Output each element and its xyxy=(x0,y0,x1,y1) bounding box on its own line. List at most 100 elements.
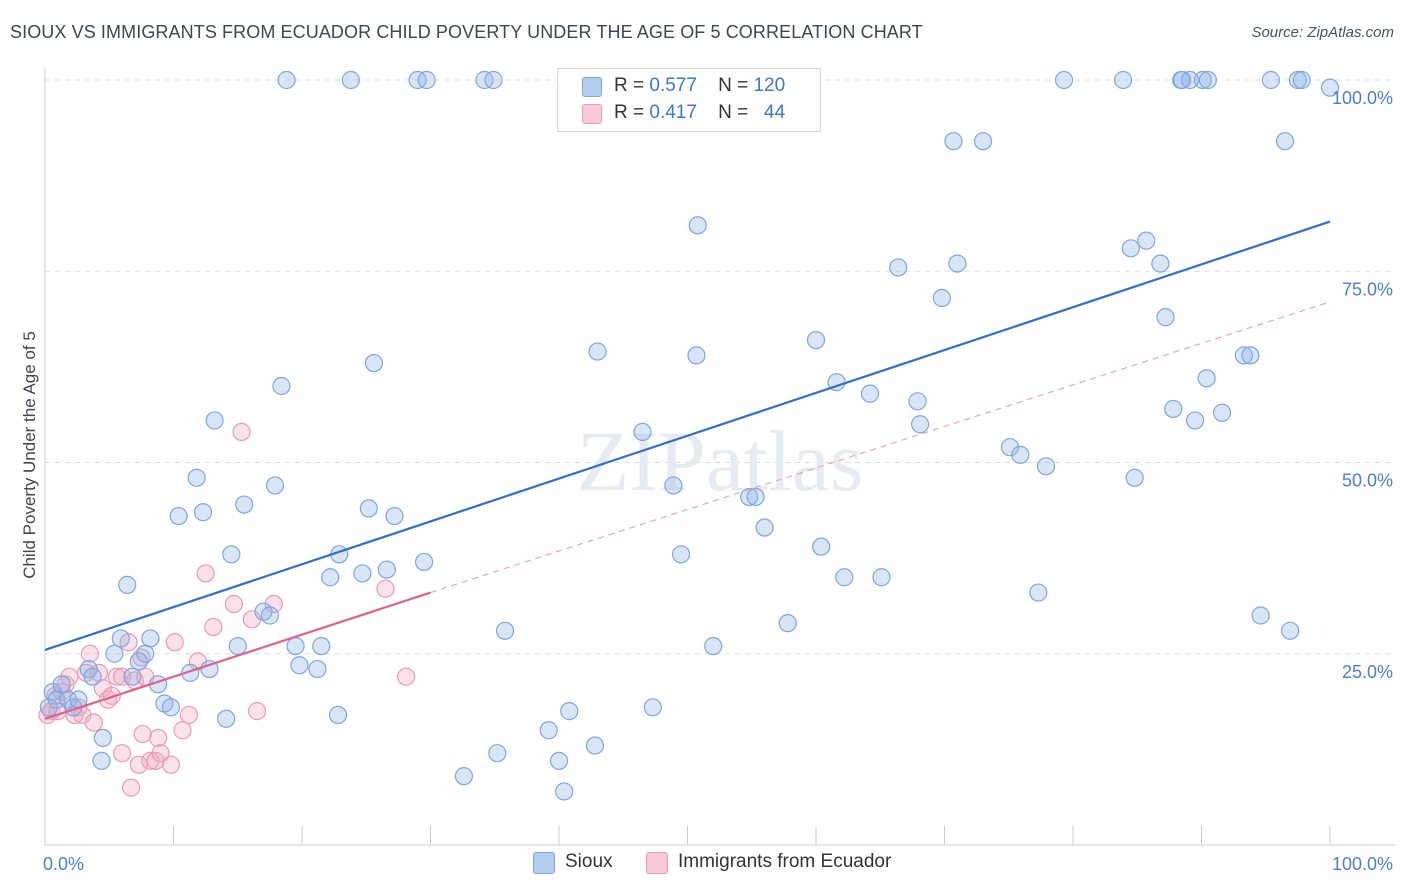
sioux-point xyxy=(1036,457,1056,476)
sioux-point xyxy=(222,545,241,564)
ecuador-points xyxy=(38,422,416,797)
sioux-point xyxy=(136,644,155,663)
sioux-point xyxy=(944,132,963,151)
sioux-point xyxy=(1197,369,1216,388)
trend-lines xyxy=(44,220,1331,720)
sioux-point xyxy=(740,487,759,507)
sioux-point xyxy=(92,751,111,770)
legend-r-label-sioux: R = xyxy=(614,75,645,96)
bottom-legend-swatch-sioux xyxy=(533,852,555,874)
sioux-trend-line xyxy=(44,220,1331,651)
ecuador-point xyxy=(107,667,127,686)
sioux-point xyxy=(872,568,891,587)
sioux-point xyxy=(973,132,993,151)
sioux-point xyxy=(539,721,558,740)
sioux-point xyxy=(1185,411,1205,430)
sioux-point xyxy=(688,216,707,235)
sioux-point xyxy=(495,621,515,640)
sioux-point xyxy=(187,468,206,487)
sioux-point xyxy=(1137,231,1156,250)
sioux-point xyxy=(359,499,378,518)
sioux-point xyxy=(889,258,908,277)
sioux-point xyxy=(1121,239,1140,258)
ecuador-point xyxy=(224,594,243,614)
sioux-point xyxy=(1251,606,1270,625)
sioux-point xyxy=(141,629,160,648)
sioux-point xyxy=(118,575,137,595)
ecuador-point xyxy=(165,633,184,652)
sioux-point xyxy=(353,564,372,583)
y-tick-label: 50.0% xyxy=(1342,471,1393,491)
sioux-point xyxy=(272,376,291,396)
sioux-point xyxy=(193,503,213,522)
bottom-legend-swatch-ecuador xyxy=(646,852,668,874)
sioux-point xyxy=(1241,346,1260,365)
sioux-point xyxy=(560,702,579,721)
sioux-point xyxy=(260,606,279,625)
sioux-point xyxy=(123,667,142,686)
legend-n-value-ecuador: 44 xyxy=(764,102,786,123)
sioux-point xyxy=(555,782,574,801)
sioux-point xyxy=(169,506,188,526)
ecuador-point xyxy=(376,579,395,598)
sioux-point xyxy=(910,415,930,434)
legend-n-value-sioux: 120 xyxy=(753,75,786,96)
sioux-point xyxy=(105,644,124,663)
bottom-legend-label-ecuador: Immigrants from Ecuador xyxy=(678,851,892,872)
sioux-point xyxy=(93,728,112,748)
sioux-point xyxy=(1198,70,1218,90)
sioux-point xyxy=(290,656,309,675)
sioux-point xyxy=(687,346,706,365)
sioux-point xyxy=(454,767,474,786)
sioux-point xyxy=(39,698,58,717)
bottom-legend: Sioux Immigrants from Ecuador xyxy=(0,851,1406,881)
sioux-point xyxy=(704,636,723,656)
sioux-point xyxy=(1180,70,1200,90)
ecuador-point xyxy=(121,778,141,797)
sioux-point xyxy=(321,568,340,587)
sioux-point xyxy=(1193,70,1212,90)
sioux-point xyxy=(835,568,854,587)
sioux-point xyxy=(417,70,436,90)
sioux-point xyxy=(161,698,181,717)
x-tick-label-max: 100.0% xyxy=(1332,854,1393,874)
sioux-point xyxy=(1288,70,1307,90)
sioux-point xyxy=(265,476,285,495)
ecuador-point xyxy=(179,705,199,725)
sioux-point xyxy=(664,476,683,495)
sioux-point xyxy=(1151,254,1170,273)
ecuador-point xyxy=(80,644,100,663)
sioux-point xyxy=(341,70,360,90)
sioux-point xyxy=(1000,438,1020,457)
ecuador-point xyxy=(196,564,215,583)
y-tick-label: 100.0% xyxy=(1332,88,1393,108)
ecuador-point xyxy=(396,667,416,686)
sioux-point xyxy=(806,331,826,350)
legend-r-value-sioux: 0.577 xyxy=(649,75,697,96)
sioux-point xyxy=(1281,621,1300,640)
legend-swatch-sioux xyxy=(582,77,602,97)
sioux-point xyxy=(746,487,765,507)
sioux-point xyxy=(860,384,880,403)
sioux-point xyxy=(385,506,404,526)
legend-box: R = 0.577 N = 120 R = 0.417 N = 44 xyxy=(557,68,821,132)
ecuador-point xyxy=(151,744,170,763)
sioux-points xyxy=(39,70,1340,801)
sioux-point xyxy=(228,636,247,656)
sioux-point xyxy=(205,411,224,430)
chart-title: SIOUX VS IMMIGRANTS FROM ECUADOR CHILD P… xyxy=(10,22,923,42)
sioux-point xyxy=(908,392,927,411)
ecuador-point xyxy=(112,744,132,763)
ecuador-point xyxy=(204,617,223,637)
x-tick-label-min: 0.0% xyxy=(43,854,84,874)
ecuador-point xyxy=(264,594,283,614)
ecuador-point xyxy=(247,702,267,721)
ecuador-point xyxy=(161,755,181,774)
sioux-point xyxy=(633,422,652,441)
legend-n-label-ecuador: N = xyxy=(718,102,749,123)
legend-r-label-ecuador: R = xyxy=(614,102,645,123)
sioux-point xyxy=(1156,308,1175,327)
legend-swatch-ecuador xyxy=(582,104,602,124)
sioux-point xyxy=(1261,70,1280,90)
